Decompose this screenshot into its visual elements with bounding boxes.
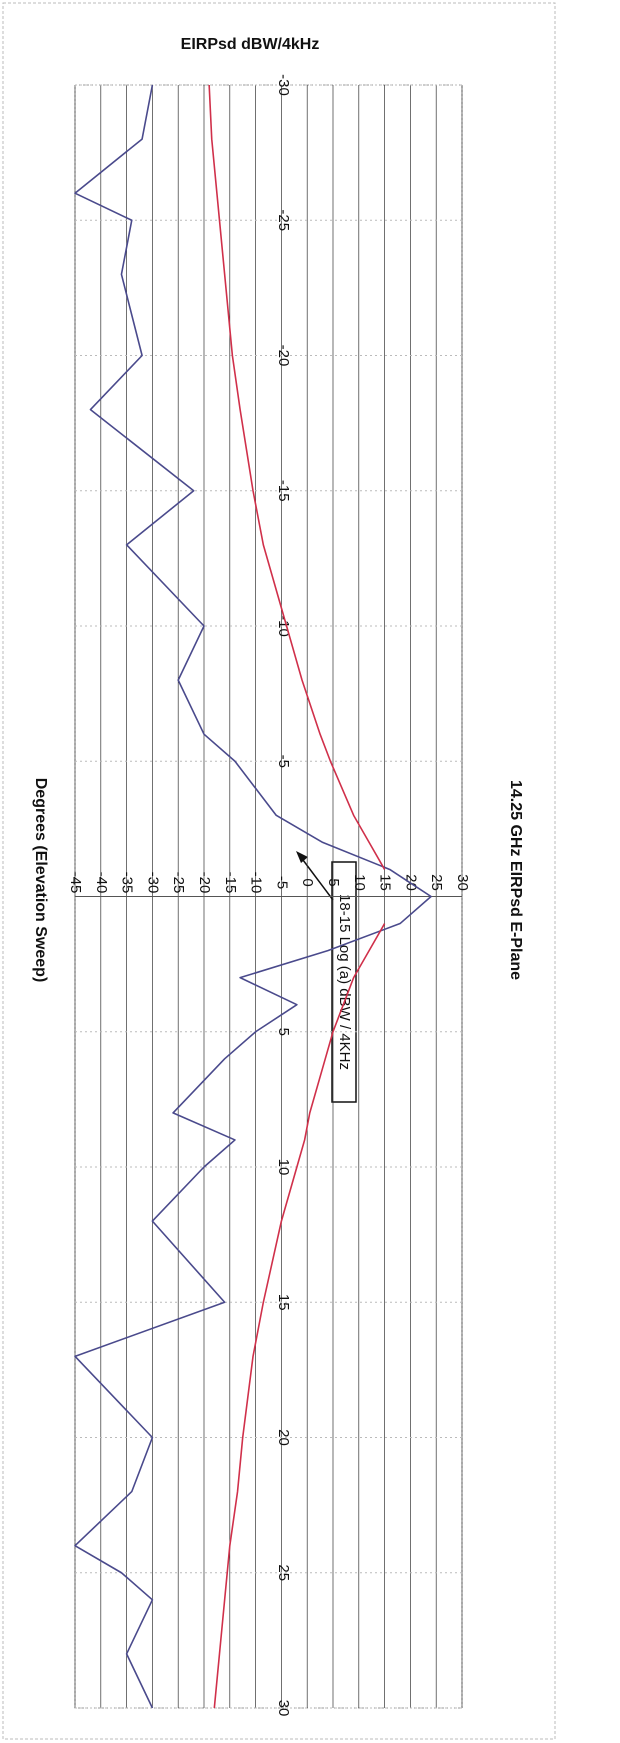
series-line [208,84,386,870]
x-tick-label: 25 [275,1564,292,1581]
x-tick-label: -15 [275,480,292,502]
x-axis-title: Degrees (Elevation Sweep) [32,778,49,983]
y-tick-label: 10 [351,874,368,891]
y-axis-title: EIRPsd dBW/4kHz [181,36,320,53]
y-tick-label: -45 [67,872,84,894]
x-tick-label: 15 [275,1294,292,1311]
y-tick-label: -40 [93,872,110,894]
y-tick-label: -35 [119,872,136,894]
y-tick-label: -10 [248,872,265,894]
x-tick-label: -5 [275,755,292,768]
arrow-head [296,851,308,863]
annotation: 18-15 Log (a) dBW / 4KHz [336,894,353,1070]
y-tick-label: 5 [325,878,342,886]
y-tick-label: 0 [299,878,316,886]
y-tick-label: -15 [222,872,239,894]
y-tick-label: -20 [196,872,213,894]
y-tick-label: -5 [273,876,290,889]
page-border [2,2,556,1740]
series-line [213,923,386,1709]
y-tick-label: 25 [428,874,445,891]
y-tick-label: -25 [170,872,187,894]
x-tick-label: 10 [275,1159,292,1176]
annotation-arrow [299,855,334,901]
x-tick-label: 5 [275,1028,292,1036]
series-line [74,84,432,1709]
y-tick-label: -30 [144,872,161,894]
x-tick-label: 30 [275,1700,292,1717]
x-tick-label: -30 [275,74,292,96]
x-tick-label: 20 [275,1429,292,1446]
y-tick-label: 15 [377,874,394,891]
chart-title: 14.25 GHz EIRPsd E-Plane [507,780,524,980]
y-tick-label: 30 [454,874,471,891]
x-tick-label: -25 [275,209,292,231]
x-tick-label: -20 [275,345,292,367]
